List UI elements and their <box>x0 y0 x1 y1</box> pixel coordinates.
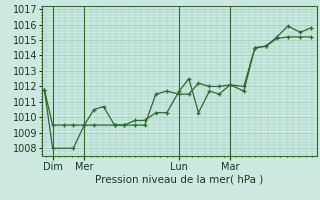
X-axis label: Pression niveau de la mer( hPa ): Pression niveau de la mer( hPa ) <box>95 174 263 184</box>
